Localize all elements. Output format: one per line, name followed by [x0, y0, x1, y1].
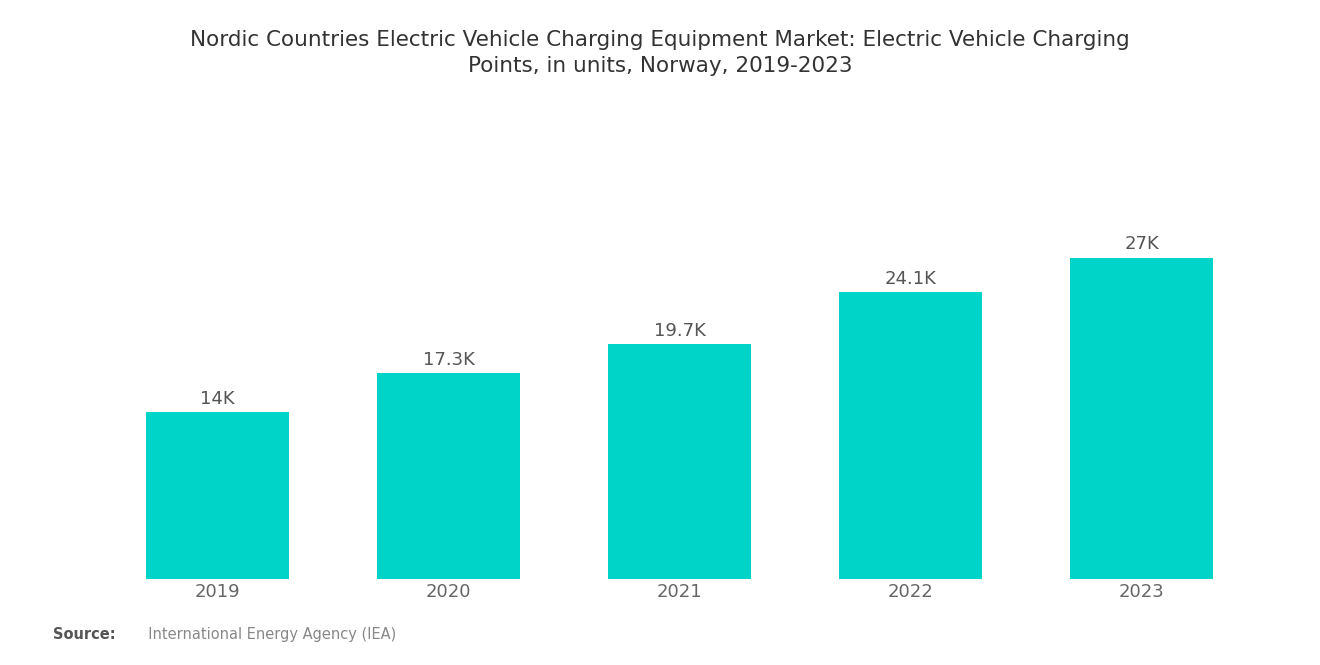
Bar: [378, 373, 520, 579]
Bar: [147, 412, 289, 579]
Bar: [609, 344, 751, 579]
Text: Source:: Source:: [53, 626, 115, 642]
Text: 24.1K: 24.1K: [884, 270, 937, 288]
Text: Nordic Countries Electric Vehicle Charging Equipment Market: Electric Vehicle Ch: Nordic Countries Electric Vehicle Chargi…: [190, 30, 1130, 76]
Text: 27K: 27K: [1125, 235, 1159, 253]
Text: 17.3K: 17.3K: [422, 350, 475, 368]
Bar: [1071, 257, 1213, 579]
Bar: [840, 292, 982, 579]
Text: 19.7K: 19.7K: [653, 322, 706, 340]
Text: International Energy Agency (IEA): International Energy Agency (IEA): [139, 626, 396, 642]
Text: 14K: 14K: [201, 390, 235, 408]
